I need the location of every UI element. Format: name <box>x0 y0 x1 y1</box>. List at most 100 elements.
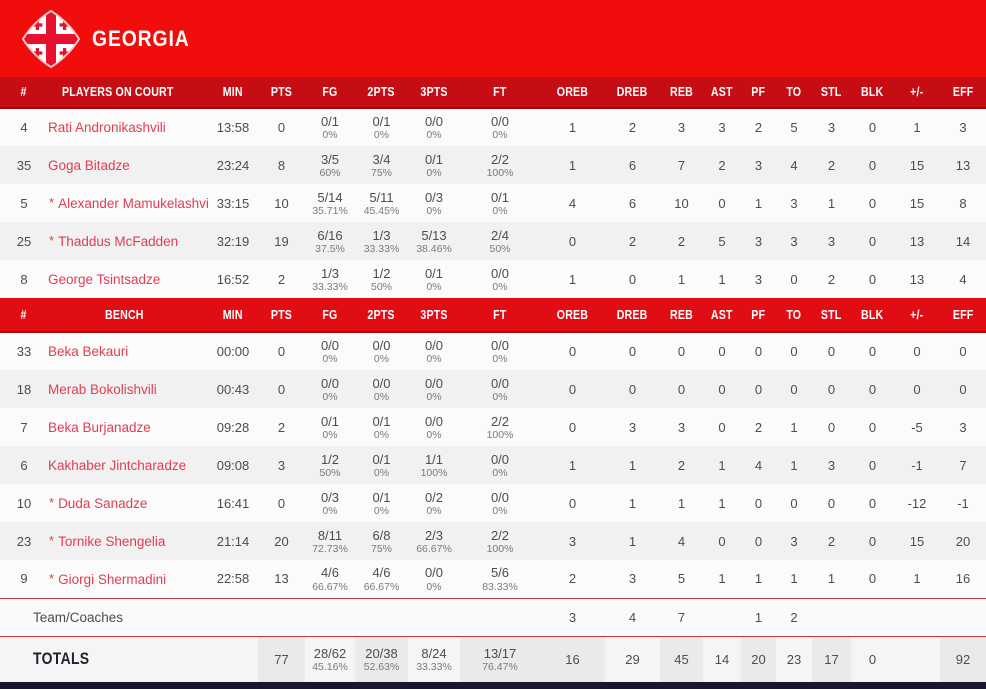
fg-percentage: 0% <box>322 390 338 403</box>
fg-percentage: 0% <box>322 504 338 517</box>
p2-cell: 0/1 0% <box>355 484 408 522</box>
column-header-3pts: 3PTS <box>408 77 460 109</box>
totals-stat-ast: 14 <box>703 636 741 682</box>
minutes: 16:41 <box>208 484 258 522</box>
stat-to: 3 <box>776 184 812 222</box>
p2-made-attempted: 0/0 <box>372 338 391 354</box>
fg-cell: 0/1 0% <box>305 408 355 446</box>
minutes: 00:00 <box>208 332 258 370</box>
column-header-3pts: 3PTS <box>408 298 460 333</box>
stat-ast <box>703 597 741 637</box>
stat-oreb: 1 <box>540 108 605 146</box>
empty-cell <box>460 597 540 637</box>
stat-reb: 2 <box>660 222 703 260</box>
stat-plus-minus: 13 <box>894 260 940 298</box>
ft-made-attempted: 0/0 <box>490 265 510 281</box>
stat-pf: 2 <box>741 108 776 146</box>
p3-cell: 0/0 0% <box>408 370 460 408</box>
player-name-cell[interactable]: * Giorgi Shermadini <box>48 560 208 598</box>
player-name: Goga Bitadze <box>48 157 130 173</box>
column-header-eff: EFF <box>940 298 986 333</box>
stat-blk: 0 <box>851 108 894 146</box>
totals-ft-percentage: 76.47% <box>482 661 518 674</box>
stat-pf: 0 <box>741 484 776 522</box>
fg-made-attempted: 4/6 <box>320 565 340 581</box>
column-header-col: # <box>0 77 48 109</box>
player-row: 7 Beka Burjanadze 09:28 2 0/1 0% 0/1 0% 0/0 0% 2/2… <box>0 408 986 446</box>
ft-made-attempted: 0/0 <box>490 451 510 467</box>
p2-cell: 1/2 50% <box>355 260 408 298</box>
player-name-cell[interactable]: George Tsintsadze <box>48 260 208 298</box>
ft-cell: 0/1 0% <box>460 184 540 222</box>
stat-dreb: 2 <box>605 222 660 260</box>
column-header-label: FG <box>322 307 338 322</box>
stat-dreb: 6 <box>605 184 660 222</box>
player-name-cell[interactable]: * Tornike Shengelia <box>48 522 208 560</box>
player-name-cell[interactable]: * Thaddus McFadden <box>48 222 208 260</box>
fg-made-attempted: 1/3 <box>320 265 340 281</box>
fg-cell: 8/11 72.73% <box>305 522 355 560</box>
player-name-cell[interactable]: Kakhaber Jintcharadze <box>48 446 208 484</box>
stat-reb: 5 <box>660 560 703 598</box>
totals-stat-to: 23 <box>776 636 812 682</box>
p2-percentage: 50% <box>370 280 392 293</box>
stat-to: 1 <box>776 446 812 484</box>
column-header-label: OREB <box>556 307 589 322</box>
stat-pf: 0 <box>741 522 776 560</box>
stat-eff: 0 <box>940 332 986 370</box>
column-header-stl: STL <box>812 77 851 109</box>
points: 0 <box>258 484 305 522</box>
p2-cell: 0/0 0% <box>355 370 408 408</box>
player-name-cell[interactable]: Merab Bokolishvili <box>48 370 208 408</box>
stat-stl: 0 <box>812 332 851 370</box>
column-header-label: FT <box>493 85 507 99</box>
p3-cell: 1/1 100% <box>408 446 460 484</box>
players-on-court-header-row: # PLAYERS ON COURT MIN PTS FG 2PTS 3PTS FT OREB D… <box>0 77 986 109</box>
stat-dreb: 0 <box>605 332 660 370</box>
stat-pf: 1 <box>741 184 776 222</box>
ft-cell: 2/2 100% <box>460 146 540 184</box>
stat-ast: 3 <box>703 108 741 146</box>
player-row: 33 Beka Bekauri 00:00 0 0/0 0% 0/0 0% 0/0 0% 0/0 0%… <box>0 332 986 370</box>
stat-plus-minus: -1 <box>894 446 940 484</box>
column-header-label: PF <box>751 307 766 322</box>
player-name-cell[interactable]: Goga Bitadze <box>48 146 208 184</box>
stat-oreb: 0 <box>540 332 605 370</box>
stat-plus-minus: -12 <box>894 484 940 522</box>
player-name-cell[interactable]: * Alexander Mamukelashvili <box>48 184 208 222</box>
player-name-cell[interactable]: * Duda Sanadze <box>48 484 208 522</box>
player-name: Merab Bokolishvili <box>48 381 157 397</box>
points: 0 <box>258 370 305 408</box>
fg-percentage: 66.67% <box>312 580 348 593</box>
p2-made-attempted: 0/0 <box>372 375 391 391</box>
stat-blk: 0 <box>851 222 894 260</box>
box-score-table: # PLAYERS ON COURT MIN PTS FG 2PTS 3PTS FT OREB D… <box>0 77 986 682</box>
stat-oreb: 3 <box>540 597 605 637</box>
column-header-to: TO <box>776 298 812 333</box>
ft-made-attempted: 0/0 <box>490 489 510 505</box>
p2-cell: 1/3 33.33% <box>355 222 408 260</box>
player-name-cell[interactable]: Beka Bekauri <box>48 332 208 370</box>
stat-dreb: 0 <box>605 260 660 298</box>
ft-made-attempted: 2/4 <box>490 227 510 243</box>
stat-blk: 0 <box>851 260 894 298</box>
player-number: 23 <box>0 522 48 560</box>
fg-made-attempted: 8/11 <box>317 527 343 543</box>
player-name-cell[interactable]: Rati Andronikashvili <box>48 108 208 146</box>
stat-reb: 0 <box>660 332 703 370</box>
ft-percentage: 0% <box>492 353 508 366</box>
column-header-label: FT <box>493 307 507 322</box>
column-header-label: 2PTS <box>367 85 396 99</box>
player-name-cell[interactable]: Beka Burjanadze <box>48 408 208 446</box>
stat-blk: 0 <box>851 370 894 408</box>
ft-cell: 2/2 100% <box>460 522 540 560</box>
stat-oreb: 1 <box>540 260 605 298</box>
fg-percentage: 0% <box>322 353 338 366</box>
stat-plus-minus: 0 <box>894 370 940 408</box>
totals-p2-cell: 20/38 52.63% <box>355 636 408 682</box>
p2-percentage: 0% <box>373 390 390 403</box>
stat-pf: 1 <box>741 597 776 637</box>
minutes: 09:08 <box>208 446 258 484</box>
column-header-players-on-court: PLAYERS ON COURT <box>48 77 208 109</box>
ft-cell: 0/0 0% <box>460 446 540 484</box>
